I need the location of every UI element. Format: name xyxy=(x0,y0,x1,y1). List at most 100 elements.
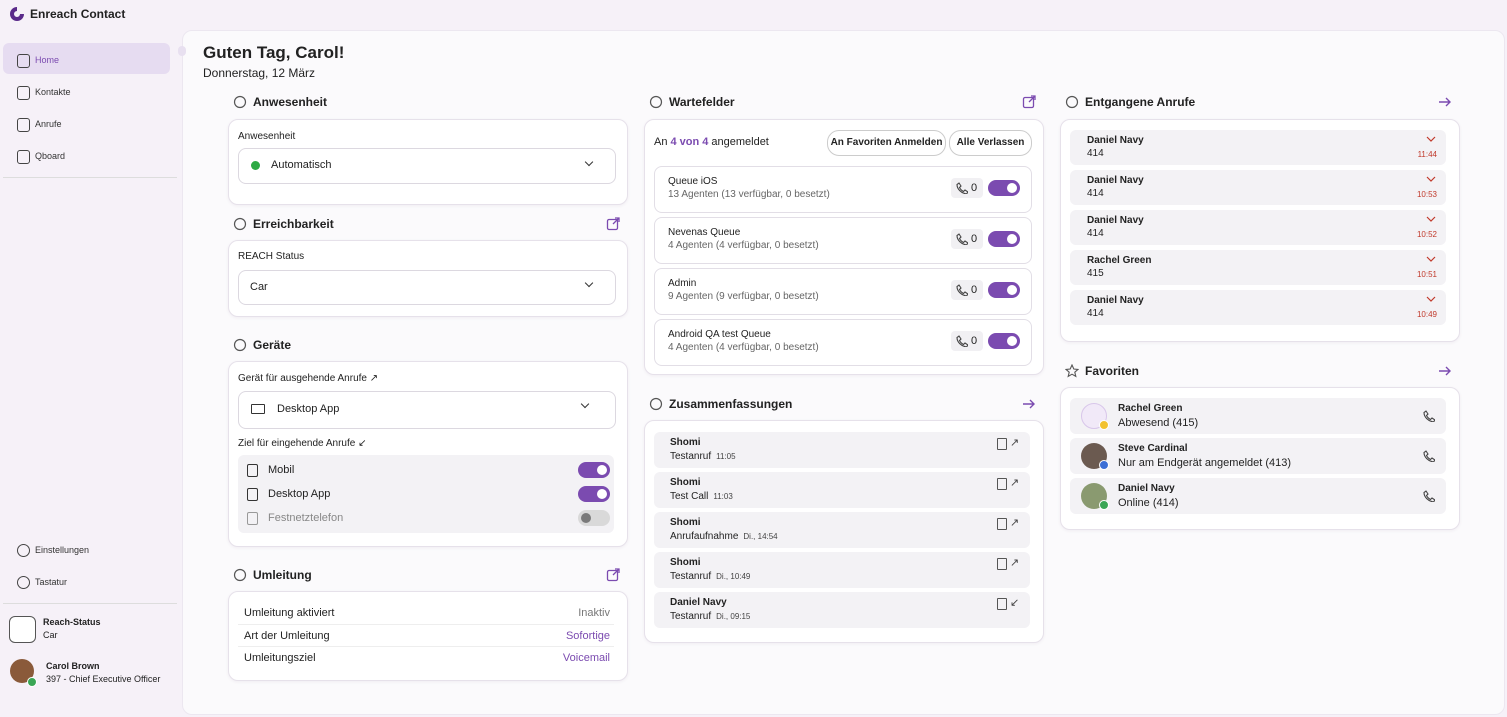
status-dot xyxy=(251,161,260,170)
reach-select[interactable] xyxy=(238,270,616,305)
arrow-link[interactable] xyxy=(1438,97,1452,107)
summary-name: Daniel Navy xyxy=(670,597,727,608)
direction: ↗ xyxy=(1010,517,1020,529)
missed-item[interactable] xyxy=(1070,290,1446,325)
icon-part[interactable] xyxy=(1439,366,1451,376)
summary-item[interactable] xyxy=(654,432,1030,468)
select-value: Desktop App xyxy=(277,403,340,415)
icon-part xyxy=(649,95,663,109)
section-title: Umleitung xyxy=(253,568,312,582)
toggle[interactable] xyxy=(578,486,610,502)
queue-status: An 4 von 4 angemeldet xyxy=(654,134,769,150)
missed-item[interactable] xyxy=(1070,170,1446,205)
nav-active xyxy=(3,43,170,74)
section-title: Geräte xyxy=(253,338,292,352)
button-label: Alle Verlassen xyxy=(956,137,1025,148)
icon-part xyxy=(1423,450,1435,462)
icon-part[interactable] xyxy=(606,569,619,582)
presence-select[interactable] xyxy=(238,148,616,184)
summary-subject: Test Call xyxy=(670,491,709,502)
open-link[interactable] xyxy=(1022,95,1036,109)
button-label: An Favoriten Anmelden xyxy=(830,137,943,148)
phone-icon xyxy=(956,284,968,296)
status-dot xyxy=(1099,500,1109,510)
summary-name: Shomi xyxy=(670,517,701,528)
section-title: Favoriten xyxy=(1085,364,1140,378)
button[interactable]: An Favoriten Anmelden xyxy=(827,130,946,156)
section-title: Entgangene Anrufe xyxy=(1085,95,1196,109)
open-link[interactable] xyxy=(606,217,620,231)
doc-icon xyxy=(997,478,1007,490)
nav-item[interactable] xyxy=(3,46,170,74)
device-select[interactable] xyxy=(238,391,616,429)
nav-item[interactable] xyxy=(3,142,170,170)
queue-detail: 4 Agenten (4 verfügbar, 0 besetzt) xyxy=(668,240,819,251)
summary-item[interactable] xyxy=(654,552,1030,588)
arrow-link[interactable] xyxy=(1438,366,1452,376)
icon-part xyxy=(956,284,968,296)
call-time: 10:49 xyxy=(1416,310,1437,319)
call-count: 0 xyxy=(971,335,978,347)
row-divider xyxy=(238,646,614,647)
toggle[interactable] xyxy=(578,510,610,526)
arrow-link[interactable] xyxy=(1022,399,1036,409)
nav-item[interactable] xyxy=(3,78,170,106)
icon-part xyxy=(233,568,247,582)
missed-icon xyxy=(1426,176,1436,182)
reach-icon xyxy=(9,616,36,643)
queue-detail: 4 Agenten (4 verfügbar, 0 besetzt) xyxy=(668,342,819,353)
toggle[interactable] xyxy=(578,462,610,478)
summary-item[interactable] xyxy=(654,592,1030,628)
user-name: Carol Brown xyxy=(46,661,100,671)
summary-item[interactable] xyxy=(654,472,1030,508)
icon-part xyxy=(1423,490,1435,502)
device-name: Mobil xyxy=(268,464,295,476)
caller-number: 414 xyxy=(1087,148,1104,159)
button[interactable]: Alle Verlassen xyxy=(949,130,1032,156)
collapse-button[interactable] xyxy=(178,46,186,56)
summary-name: Shomi xyxy=(670,557,701,568)
device-icon xyxy=(247,488,258,501)
nav-icon xyxy=(17,86,30,100)
field-label: REACH Status xyxy=(238,251,305,262)
favorite-item[interactable] xyxy=(1070,438,1446,474)
caller-number: 414 xyxy=(1087,308,1104,319)
toggle-knob xyxy=(597,465,607,475)
toggle[interactable] xyxy=(988,282,1020,298)
doc-icon xyxy=(997,598,1007,610)
icon-part[interactable] xyxy=(1022,96,1035,109)
missed-item[interactable] xyxy=(1070,210,1446,245)
section-icon xyxy=(233,568,247,582)
reach-label: Reach-Status xyxy=(43,617,101,627)
icon-part[interactable] xyxy=(1023,399,1035,409)
field-label: Anwesenheit xyxy=(238,131,296,142)
missed-icon xyxy=(1426,256,1436,262)
icon-part xyxy=(1426,136,1436,142)
nav-label: Einstellungen xyxy=(35,545,90,555)
favorite-item[interactable] xyxy=(1070,398,1446,434)
icon-part xyxy=(233,217,247,231)
icon-part[interactable] xyxy=(612,568,620,576)
caller-name: Rachel Green xyxy=(1087,255,1152,266)
queue-name: Nevenas Queue xyxy=(668,227,741,238)
toggle[interactable] xyxy=(988,333,1020,349)
toggle[interactable] xyxy=(988,180,1020,196)
icon-part[interactable] xyxy=(1028,95,1036,103)
icon-part xyxy=(1423,410,1435,422)
nav-item[interactable] xyxy=(3,110,170,138)
icon-part[interactable] xyxy=(612,217,620,225)
open-link[interactable] xyxy=(606,568,620,582)
missed-item[interactable] xyxy=(1070,130,1446,165)
toggle[interactable] xyxy=(988,231,1020,247)
row-divider xyxy=(238,623,614,625)
summary-item[interactable] xyxy=(654,512,1030,548)
favorite-item[interactable] xyxy=(1070,478,1446,514)
icon-part[interactable] xyxy=(606,218,619,231)
row-label: Art der Umleitung xyxy=(244,629,330,642)
forwarding-card xyxy=(228,591,628,681)
nav-label: Anrufe xyxy=(35,119,62,129)
icon-part[interactable] xyxy=(1439,97,1451,107)
missed-item[interactable] xyxy=(1070,250,1446,285)
queue-name: Admin xyxy=(668,278,697,289)
